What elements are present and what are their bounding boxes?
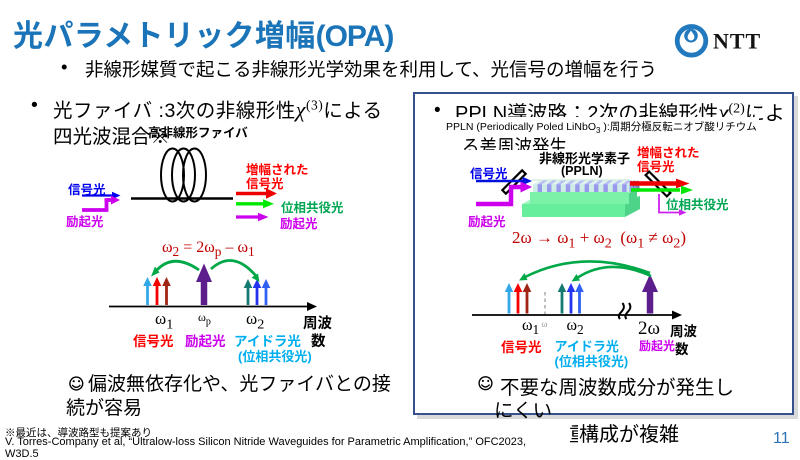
svg-text:NTT: NTT (713, 29, 761, 54)
